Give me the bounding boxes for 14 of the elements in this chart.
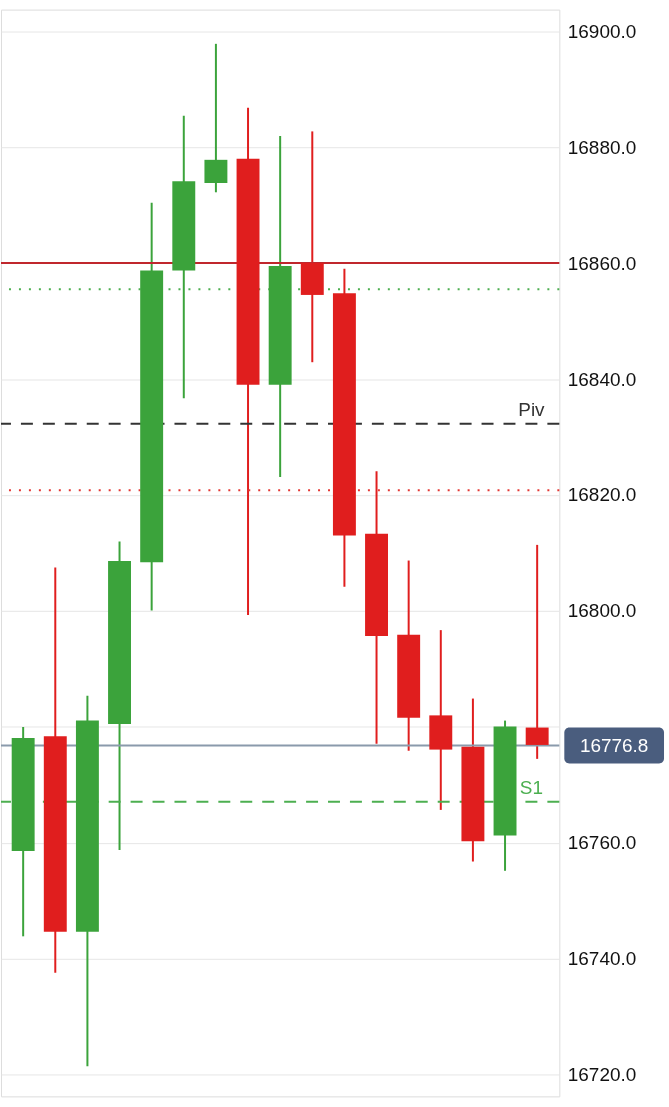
ref-line-label: Piv xyxy=(518,398,546,420)
y-tick-label: 16880.0 xyxy=(567,136,637,158)
y-tick-label: 16800.0 xyxy=(567,600,637,622)
y-tick-label: 16860.0 xyxy=(567,252,637,274)
y-tick-label: 16760.0 xyxy=(567,832,637,854)
ref-line-label: S1 xyxy=(519,776,543,798)
y-tick-label: 16900.0 xyxy=(567,20,637,42)
ref-line-label: 16776.8 xyxy=(579,734,649,756)
y-tick-label: 16840.0 xyxy=(567,368,637,390)
candlestick xyxy=(204,42,228,194)
y-tick-label: 16740.0 xyxy=(567,948,637,970)
y-tick-label: 16720.0 xyxy=(567,1064,637,1086)
y-tick-label: 16820.0 xyxy=(567,484,637,506)
candlestick xyxy=(525,543,549,760)
